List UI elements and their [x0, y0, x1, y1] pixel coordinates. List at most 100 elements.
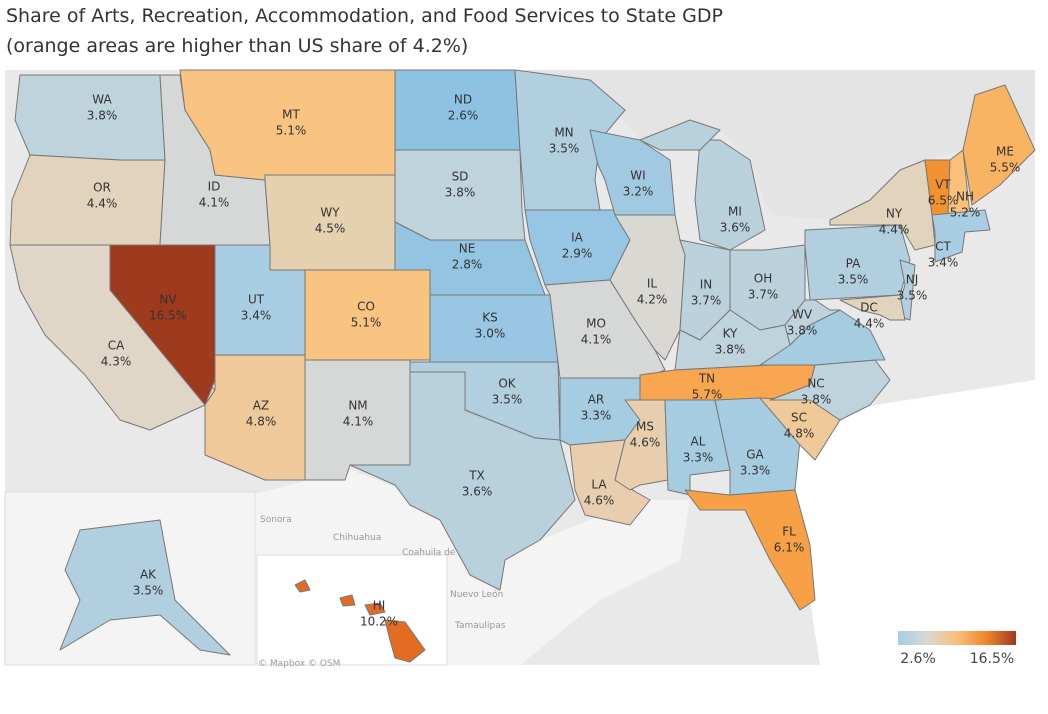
state-value: 6.5%: [928, 194, 959, 208]
state-value: 4.6%: [584, 494, 615, 508]
state-value: 3.5%: [549, 142, 580, 156]
state-code: ME: [996, 145, 1014, 159]
legend-bar: [898, 631, 1016, 645]
state-code: IL: [647, 277, 658, 291]
state-value: 3.0%: [475, 327, 506, 341]
state-code: MT: [282, 108, 300, 122]
place-label: Sonora: [260, 515, 292, 525]
state-shape: [384, 619, 426, 663]
state-value: 4.4%: [879, 223, 910, 237]
state-value: 4.4%: [854, 317, 885, 331]
state-code: KS: [482, 311, 498, 325]
state-shape: [931, 209, 991, 263]
canada: [160, 70, 1035, 220]
place-label: Tamaulipas: [454, 621, 506, 631]
state-value: 3.6%: [462, 485, 493, 499]
state-shape: [684, 489, 816, 611]
state-shape: [364, 602, 386, 616]
state-code: SD: [452, 170, 469, 184]
legend-min: 2.6%: [900, 651, 936, 667]
state-code: ID: [208, 180, 221, 194]
state-code: TN: [698, 372, 715, 386]
state-code: SC: [791, 411, 807, 425]
state-value: 5.1%: [276, 124, 307, 138]
state-shape: [609, 214, 686, 361]
state-code: ND: [454, 93, 472, 107]
place-label: Nuevo León: [450, 589, 503, 600]
state-code: CT: [935, 240, 951, 254]
state-value: 3.4%: [241, 309, 272, 323]
state-shape: [694, 139, 766, 251]
state-code: NM: [348, 399, 367, 413]
state-shape: [514, 69, 626, 211]
state-code: MS: [636, 420, 654, 434]
state-shape: [784, 299, 841, 346]
state-value: 10.2%: [360, 615, 398, 629]
title: Share of Arts, Recreation, Accommodation…: [6, 5, 723, 27]
state-code: NE: [459, 242, 476, 256]
state-value: 3.2%: [623, 185, 654, 199]
state-shape: [339, 594, 356, 607]
state-value: 5.1%: [351, 316, 382, 330]
state-code: WI: [630, 169, 645, 183]
state-shape: [962, 84, 1036, 206]
state-value: 3.5%: [838, 273, 869, 287]
state-value: 3.7%: [691, 294, 722, 308]
state-code: NY: [886, 207, 903, 221]
state-code: NC: [807, 377, 824, 391]
state-shape: [349, 371, 576, 591]
state-value: 3.8%: [445, 186, 476, 200]
state-code: AR: [588, 393, 605, 407]
legend-max: 16.5%: [970, 651, 1014, 667]
state-code: TX: [468, 469, 485, 483]
state-code: WA: [92, 93, 112, 107]
state-value: 5.2%: [950, 206, 981, 220]
state-code: AL: [691, 435, 706, 449]
state-code: UT: [248, 293, 265, 307]
state-value: 3.5%: [492, 393, 523, 407]
state-shape: [639, 119, 721, 151]
state-code: WY: [320, 206, 340, 220]
state-code: NJ: [906, 273, 919, 287]
place-label: Chihuahua: [333, 533, 381, 543]
place-label: Coahuila de: [402, 548, 456, 558]
state-code: OR: [93, 181, 111, 195]
state-code: LA: [591, 478, 607, 492]
state-value: 4.1%: [343, 415, 374, 429]
state-code: KY: [723, 327, 738, 341]
state-code: MN: [554, 126, 573, 140]
state-value: 5.7%: [692, 388, 723, 402]
state-value: 3.7%: [748, 288, 779, 302]
state-shape: [294, 579, 311, 593]
state-code: IA: [571, 231, 584, 245]
ocean: [780, 380, 1035, 665]
state-code: NV: [159, 293, 177, 307]
state-code: DC: [860, 301, 878, 315]
state-value: 4.4%: [87, 197, 118, 211]
state-value: 3.3%: [581, 409, 612, 423]
state-value: 4.3%: [101, 355, 132, 369]
state-value: 3.3%: [683, 451, 714, 465]
attribution: © Mapbox © OSM: [258, 659, 340, 669]
state-value: 2.6%: [448, 109, 479, 123]
state-value: 4.5%: [315, 222, 346, 236]
state-code: WV: [792, 308, 813, 322]
state-value: 3.5%: [133, 584, 164, 598]
state-code: GA: [746, 448, 764, 462]
state-value: 3.8%: [801, 393, 832, 407]
state-shape: [769, 359, 891, 421]
state-value: 4.6%: [630, 436, 661, 450]
state-value: 4.8%: [246, 415, 277, 429]
state-value: 3.3%: [740, 464, 771, 478]
state-value: 2.8%: [452, 258, 483, 272]
state-code: PA: [846, 257, 861, 271]
state-value: 3.8%: [715, 343, 746, 357]
state-value: 4.2%: [637, 293, 668, 307]
state-value: 3.5%: [897, 289, 928, 303]
state-shape: [829, 159, 936, 251]
state-code: AK: [140, 568, 157, 582]
state-value: 4.1%: [581, 333, 612, 347]
state-code: MO: [586, 317, 606, 331]
state-code: AZ: [253, 399, 269, 413]
